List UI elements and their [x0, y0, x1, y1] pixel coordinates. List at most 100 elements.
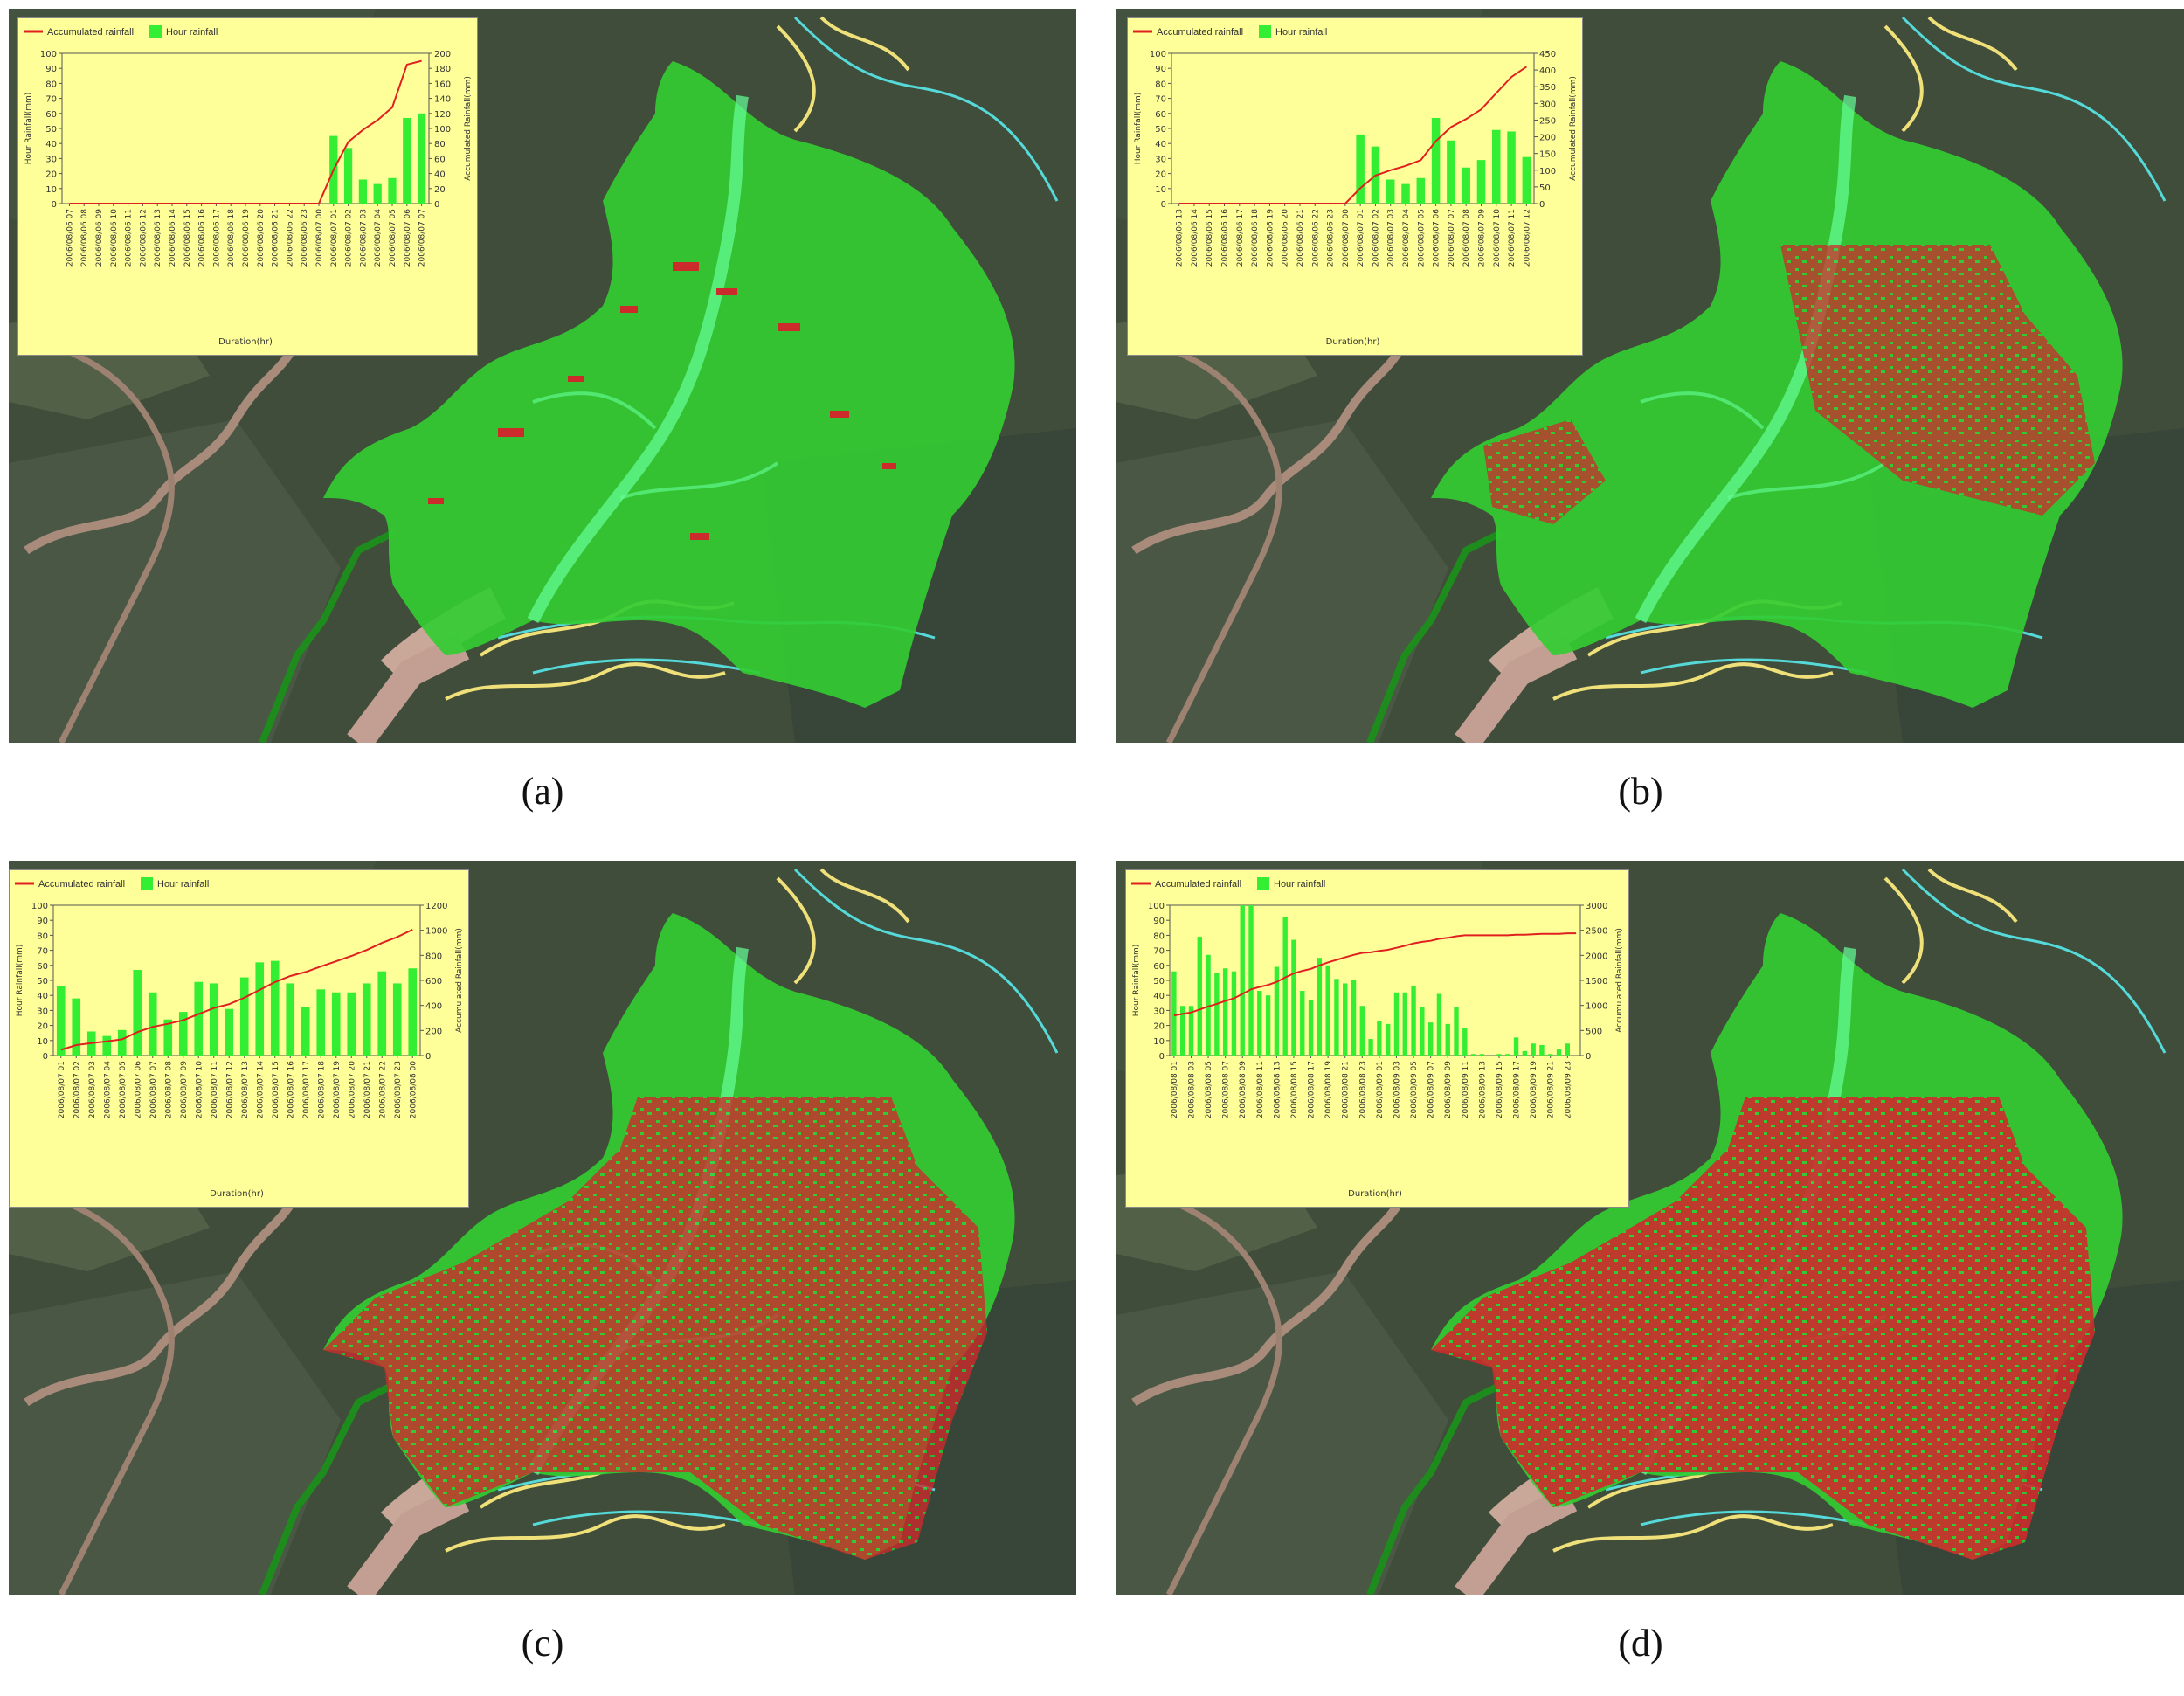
hour-rainfall-bar [1274, 966, 1280, 1056]
legend-label-hour: Hour rainfall [1274, 879, 1325, 890]
accumulated-rainfall-line [1173, 932, 1577, 1017]
y-left-tick-label: 20 [45, 170, 57, 180]
x-tick-label: 2006/08/06 19 [1266, 209, 1275, 267]
x-tick-label: 2006/08/07 22 [378, 1061, 387, 1118]
hour-rainfall-bar [133, 969, 142, 1056]
hour-rainfall-bar [343, 148, 353, 204]
y-left-tick-label: 30 [37, 1007, 48, 1016]
x-tick-label: 2006/08/07 04 [103, 1061, 112, 1118]
y-right-tick-label: 40 [434, 170, 446, 180]
y-right-axis-label: Accumulated Rainfall(mm) [1569, 76, 1578, 181]
x-tick-label: 2006/08/06 23 [1327, 209, 1336, 267]
x-tick-label: 2006/08/09 19 [1530, 1061, 1538, 1118]
x-tick-label: 2006/08/07 12 [1523, 209, 1531, 267]
hour-rainfall-bar [1222, 968, 1228, 1056]
y-right-tick-label: 120 [434, 110, 451, 120]
x-tick-label: 2006/08/07 23 [394, 1061, 403, 1118]
y-left-tick-label: 40 [1155, 140, 1166, 149]
hour-rainfall-bar [1411, 986, 1416, 1056]
x-tick-label: 2006/08/08 21 [1342, 1061, 1351, 1118]
y-right-tick-label: 800 [425, 952, 442, 961]
y-left-tick-label: 40 [1153, 992, 1165, 1001]
legend-bar-swatch [141, 877, 153, 890]
legend-bar-swatch [149, 25, 162, 38]
x-tick-label: 2006/08/07 18 [317, 1061, 326, 1118]
hour-rainfall-bar [1556, 1049, 1562, 1056]
hour-rainfall-bar [377, 971, 387, 1056]
hour-rainfall-bar [1393, 992, 1400, 1056]
y-left-tick-label: 100 [40, 50, 57, 59]
x-tick-label: 2006/08/06 22 [286, 209, 294, 267]
y-left-axis-label: Hour Rainfall(mm) [24, 93, 33, 165]
hour-rainfall-bar [163, 1019, 173, 1056]
hour-rainfall-bar [1197, 937, 1202, 1056]
x-tick-label: 2006/08/07 07 [418, 209, 427, 267]
hour-rainfall-bar [1368, 1039, 1373, 1056]
hour-rainfall-bar [1420, 1007, 1425, 1056]
hour-rainfall-bar [408, 968, 418, 1056]
hour-rainfall-bar [56, 986, 66, 1056]
x-tick-label: 2006/08/09 11 [1462, 1061, 1470, 1118]
x-tick-label: 2006/08/06 09 [95, 209, 104, 267]
rainfall-chart-a: Accumulated rainfall Hour rainfall 0 10 20 30… [24, 25, 473, 347]
hour-rainfall-bar [1447, 140, 1455, 204]
y-left-tick-label: 10 [1153, 1037, 1165, 1047]
landslide-areas [428, 262, 896, 540]
x-tick-label: 2006/08/07 09 [1477, 209, 1486, 267]
landslide-areas-west [1483, 419, 1606, 524]
y-left-tick-label: 80 [37, 931, 48, 941]
hour-rainfall-bar [255, 962, 265, 1056]
y-right-tick-label: 50 [1539, 183, 1551, 193]
x-tick-label: 2006/08/08 07 [1222, 1061, 1231, 1118]
x-tick-label: 2006/08/06 16 [1221, 209, 1230, 267]
legend-bar-swatch [1259, 25, 1271, 38]
panel-b-map: Accumulated rainfall Hour rainfall 0 10 20 30… [1116, 9, 2184, 743]
legend-label-accumulated: Accumulated rainfall [47, 27, 134, 38]
y-right-tick-label: 300 [1539, 100, 1556, 109]
y-left-tick-label: 20 [1155, 170, 1166, 180]
hour-rainfall-bar [1343, 983, 1348, 1056]
y-right-tick-label: 350 [1539, 83, 1556, 93]
y-left-tick-label: 100 [1150, 50, 1166, 59]
hour-rainfall-bar [1356, 134, 1365, 204]
x-tick-label: 2006/08/06 12 [139, 209, 148, 267]
x-tick-label: 2006/08/06 13 [154, 209, 162, 267]
accumulated-rainfall-line [69, 59, 422, 204]
y-right-tick-label: 140 [434, 95, 451, 105]
accumulated-rainfall-line [60, 928, 413, 1051]
hour-rainfall-bar [301, 1007, 310, 1056]
rainfall-chart-b: Accumulated rainfall Hour rainfall 0 10 20 30… [1133, 25, 1578, 347]
y-left-tick-label: 70 [1153, 947, 1165, 957]
hour-rainfall-bar [1507, 131, 1516, 204]
y-right-tick-label: 180 [434, 65, 451, 74]
caption-c: (c) [411, 1621, 674, 1665]
x-tick-label: 2006/08/07 17 [302, 1061, 311, 1118]
legend-label-accumulated: Accumulated rainfall [38, 879, 125, 890]
legend-bar-swatch [1257, 877, 1269, 890]
y-right-tick-label: 0 [434, 200, 439, 210]
x-tick-label: 2006/08/06 23 [301, 209, 309, 267]
hour-rainfall-bar [239, 977, 249, 1056]
hour-rainfall-bar [1522, 1050, 1528, 1056]
hour-rainfall-bar [148, 992, 157, 1056]
x-tick-label: 2006/08/07 20 [348, 1061, 356, 1118]
y-left-tick-label: 30 [1153, 1007, 1165, 1016]
hour-rainfall-bar [286, 983, 295, 1056]
y-right-tick-label: 1200 [425, 902, 447, 911]
hour-rainfall-bar [1188, 1006, 1194, 1056]
x-tick-label: 2006/08/06 21 [272, 209, 280, 267]
rainfall-chart-d: Accumulated rainfall Hour rainfall 0 10 20 30… [1131, 877, 1624, 1199]
hour-rainfall-bar [1334, 979, 1339, 1056]
x-tick-label: 2006/08/06 17 [1236, 209, 1245, 267]
y-right-tick-label: 1500 [1586, 977, 1607, 986]
x-tick-label: 2006/08/07 03 [88, 1061, 97, 1118]
x-tick-label: 2006/08/06 13 [1176, 209, 1185, 267]
hour-rainfall-bar [1257, 991, 1262, 1056]
hour-rainfall-bar [403, 117, 411, 204]
hour-rainfall-bar [1402, 992, 1407, 1056]
y-left-tick-label: 10 [45, 185, 57, 195]
y-left-tick-label: 80 [45, 80, 57, 89]
hour-rainfall-bar [117, 1029, 127, 1056]
hour-rainfall-bar [1531, 1043, 1536, 1056]
x-tick-label: 2006/08/09 07 [1427, 1061, 1436, 1118]
